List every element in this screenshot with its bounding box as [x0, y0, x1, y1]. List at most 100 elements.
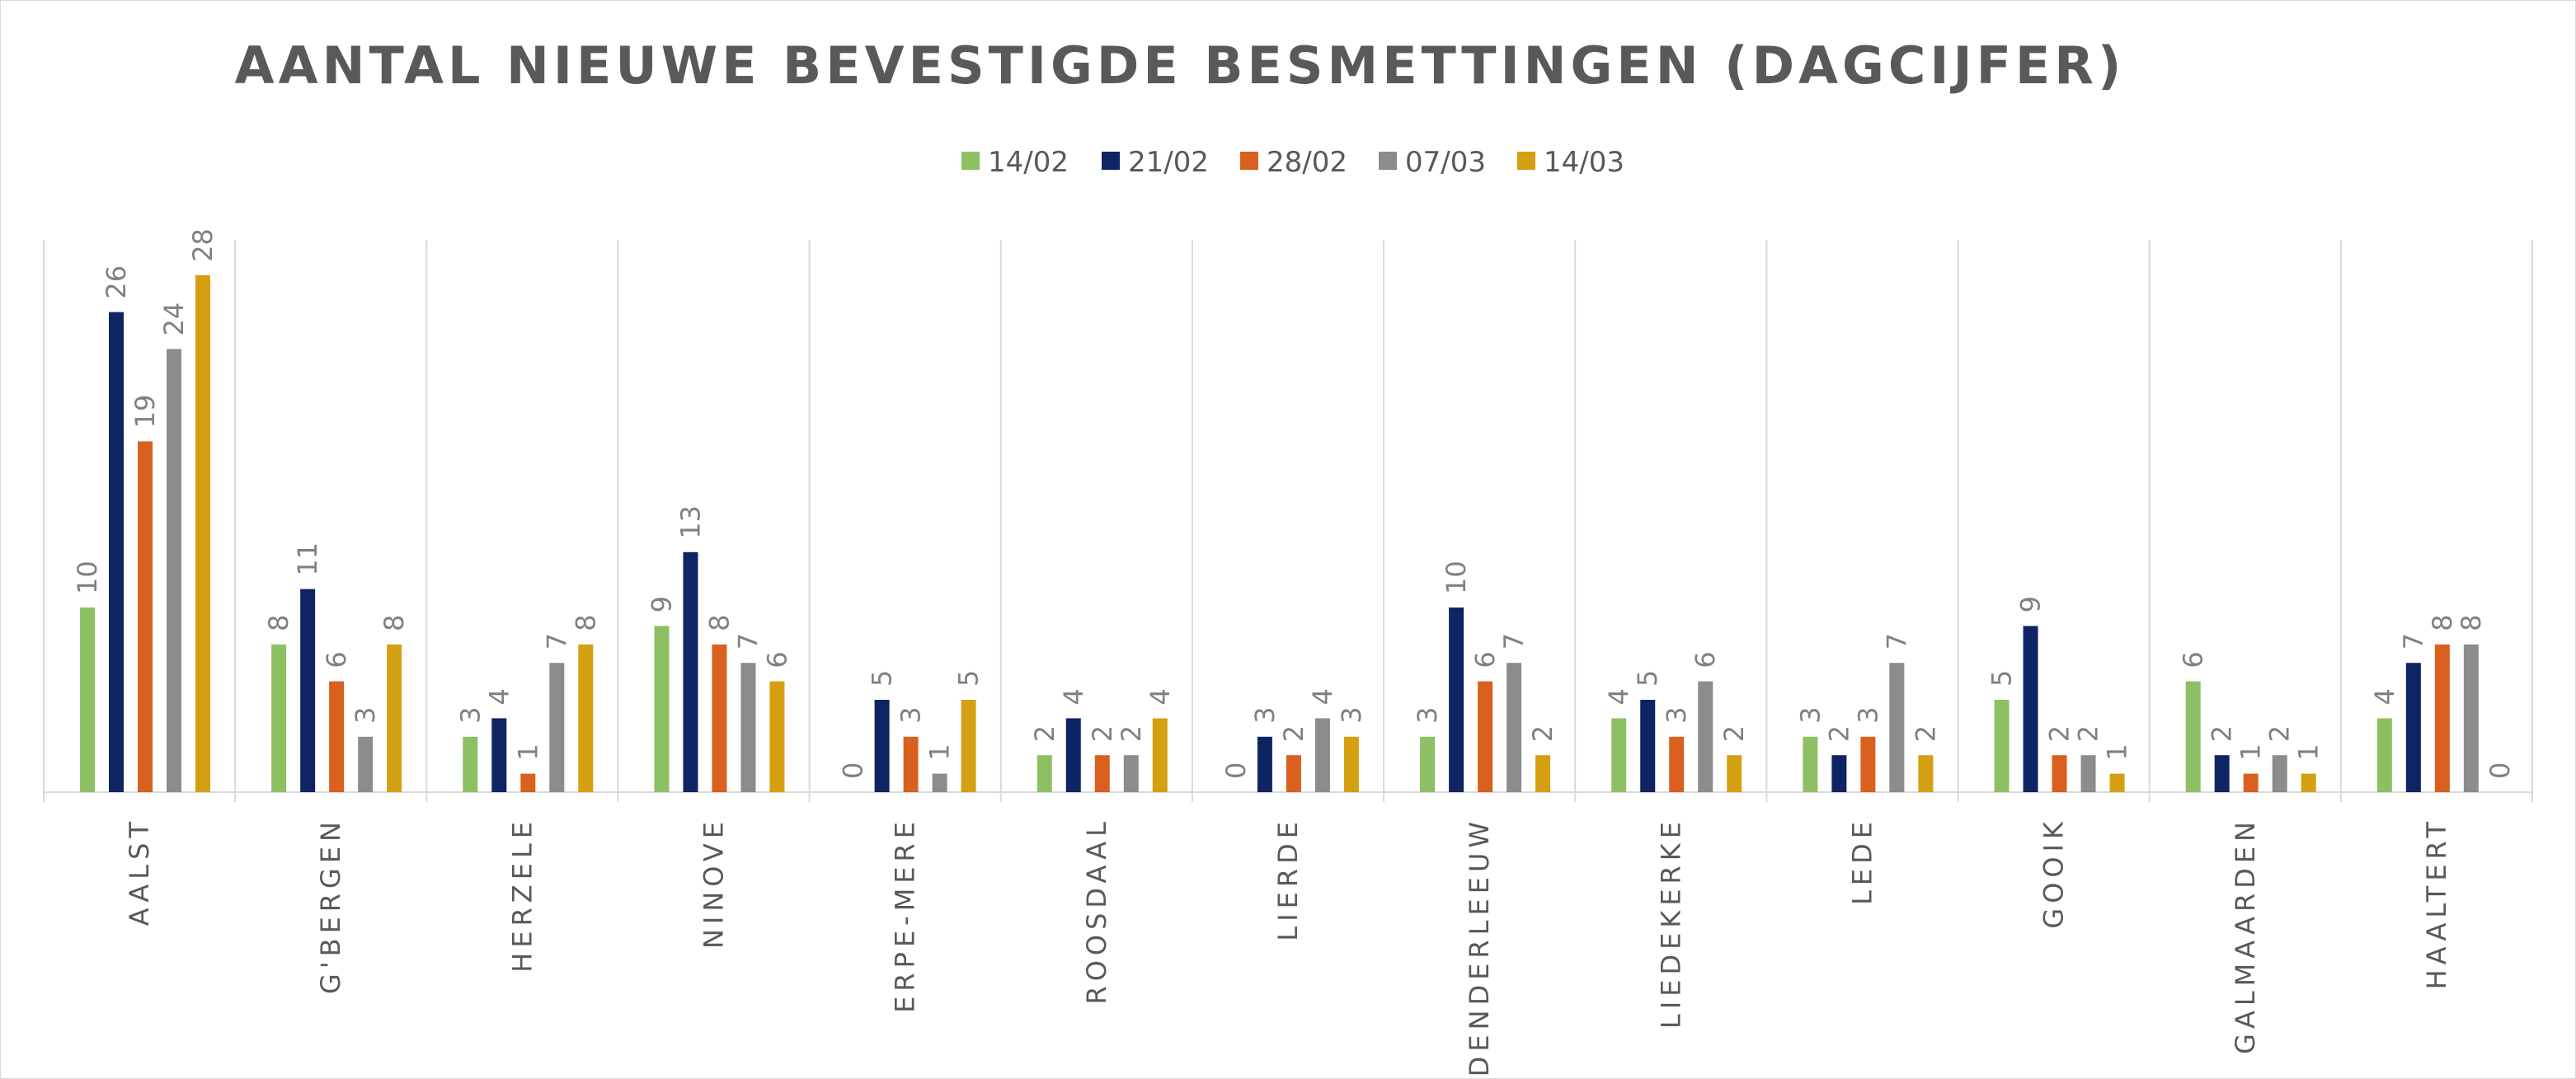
legend-item-14-02: 14/02: [961, 146, 1069, 179]
category-label: HAALTERT: [2421, 817, 2452, 989]
category-separators: [43, 240, 2533, 802]
bar-roosdaal-21-02: [1065, 718, 1081, 792]
bar-roosdaal-14-03: [1152, 718, 1168, 792]
bar-ninove-07-03: [740, 663, 756, 792]
data-label: 0: [2484, 762, 2516, 779]
data-label: 7: [1881, 633, 1912, 650]
data-label: 4: [483, 688, 515, 705]
bar-ninove-21-02: [683, 551, 698, 792]
data-label: 8: [703, 614, 735, 631]
bar-galmaarden-28-02: [2243, 773, 2259, 792]
data-label: 1: [512, 744, 543, 760]
category-label: GALMAARDEN: [2230, 817, 2261, 1054]
data-label: 2: [2073, 725, 2104, 742]
legend-label: 14/03: [1544, 146, 1624, 179]
legend-item-28-02: 28/02: [1240, 146, 1347, 179]
data-label: 8: [2456, 614, 2487, 631]
legend: 14/02 21/02 28/02 07/03 14/03: [961, 146, 1624, 179]
chart-title: AANTAL NIEUWE BEVESTIGDE BESMETTINGEN (D…: [235, 35, 2126, 96]
legend-swatch: [961, 152, 980, 170]
data-label: 7: [732, 633, 764, 650]
bar-lierde-14-03: [1343, 736, 1359, 792]
bar-galmaarden-07-03: [2272, 755, 2287, 792]
legend-item-21-02: 21/02: [1102, 146, 1209, 179]
category-label: DENDERLEEUW: [1464, 817, 1495, 1077]
bar-galmaarden-14-02: [2185, 681, 2201, 792]
data-label: 3: [1412, 706, 1443, 723]
data-label: 3: [1794, 706, 1826, 723]
data-label: 13: [675, 505, 706, 539]
data-label: 2: [2207, 725, 2238, 742]
bar-ninove-28-02: [712, 644, 727, 792]
bar-lierde-07-03: [1314, 718, 1330, 792]
data-label: 6: [1690, 651, 1721, 668]
data-label: 3: [350, 706, 381, 723]
category-label: ROOSDAAL: [1081, 817, 1112, 1005]
bar-aalst-21-02: [109, 312, 124, 793]
data-label: 3: [1249, 706, 1281, 723]
bar-denderleeuw-07-03: [1507, 663, 1522, 792]
data-label: 26: [101, 265, 132, 299]
category-label: NINOVE: [698, 817, 730, 949]
bar-lede-14-02: [1803, 736, 1818, 792]
data-label: 8: [378, 614, 410, 631]
data-label: 5: [867, 670, 898, 687]
data-label: 3: [895, 706, 927, 723]
data-label: 1: [2293, 744, 2325, 760]
legend-swatch: [1240, 152, 1258, 170]
data-label: 2: [2264, 725, 2296, 742]
bar-g-bergen-28-02: [329, 681, 345, 792]
legend-swatch: [1379, 152, 1397, 170]
data-label: 3: [1852, 706, 1883, 723]
bar-denderleeuw-21-02: [1449, 608, 1464, 792]
data-label: 3: [454, 706, 486, 723]
bar-haaltert-28-02: [2434, 644, 2450, 792]
data-label: 6: [761, 651, 792, 668]
legend-swatch: [1517, 152, 1535, 170]
data-label: 1: [924, 744, 956, 760]
data-label: 9: [2015, 596, 2047, 612]
bar-lierde-21-02: [1257, 736, 1272, 792]
bar-ninove-14-03: [769, 681, 785, 792]
data-label: 19: [129, 395, 161, 429]
data-label: 2: [1087, 725, 1118, 742]
legend-item-14-03: 14/03: [1517, 146, 1624, 179]
bar-denderleeuw-14-02: [1420, 736, 1436, 792]
bar-gooik-07-03: [2080, 755, 2096, 792]
data-label: 2: [1278, 725, 1309, 742]
bar-haaltert-07-03: [2463, 644, 2479, 792]
data-label: 6: [2178, 651, 2209, 668]
data-label: 7: [541, 633, 572, 650]
bar-g-bergen-14-02: [271, 644, 287, 792]
bar-gooik-28-02: [2052, 755, 2067, 792]
data-label: 1: [2102, 744, 2133, 760]
data-label: 0: [838, 762, 869, 779]
bar-gooik-14-03: [2109, 773, 2125, 792]
data-label: 4: [1603, 688, 1634, 705]
legend-label: 14/02: [988, 146, 1069, 179]
bar-aalst-07-03: [167, 349, 181, 792]
bar-lede-14-03: [1918, 755, 1934, 792]
data-label: 5: [953, 670, 985, 687]
data-label: 8: [2427, 614, 2458, 631]
data-label: 2: [1910, 725, 1941, 742]
legend-swatch: [1102, 152, 1120, 170]
bar-ninove-14-02: [654, 626, 670, 792]
data-label: 10: [1441, 561, 1472, 594]
category-labels: AALST G'BERGEN HERZELE NINOVE ERPE-MERE ROOSD…: [124, 817, 2452, 1077]
data-label: 3: [1661, 706, 1692, 723]
data-label: 10: [72, 561, 103, 594]
data-label: 2: [1116, 725, 1147, 742]
data-label: 3: [1336, 706, 1367, 723]
bar-galmaarden-21-02: [2214, 755, 2230, 792]
data-labels: 1026192428811638341789138760531524224032…: [72, 228, 2516, 779]
data-label: 1: [2235, 744, 2267, 760]
bar-denderleeuw-14-03: [1535, 755, 1551, 792]
bar-liedekerke-07-03: [1698, 681, 1713, 792]
data-label: 0: [1220, 762, 1252, 779]
bar-aalst-28-02: [138, 441, 153, 792]
bar-herzele-07-03: [549, 663, 565, 792]
bar-erpe-mere-07-03: [932, 773, 947, 792]
bar-haaltert-21-02: [2405, 663, 2421, 792]
